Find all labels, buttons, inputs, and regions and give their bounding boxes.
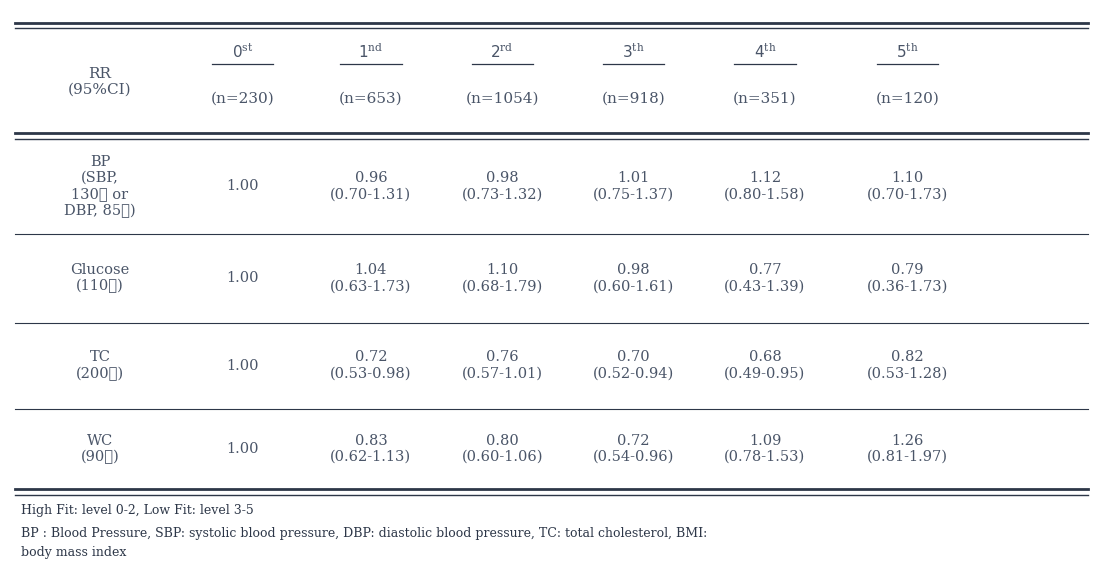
Text: 0.82
(0.53-1.28): 0.82 (0.53-1.28) <box>867 350 947 381</box>
Text: RR
(95%CI): RR (95%CI) <box>68 66 131 97</box>
Text: 0.68
(0.49-0.95): 0.68 (0.49-0.95) <box>725 350 805 381</box>
Text: 1.00: 1.00 <box>226 179 258 193</box>
Text: (n=230): (n=230) <box>211 92 275 106</box>
Text: 1.09
(0.78-1.53): 1.09 (0.78-1.53) <box>725 434 805 464</box>
Text: $2^{\mathdefault{rd}}$: $2^{\mathdefault{rd}}$ <box>491 42 514 61</box>
Text: (n=918): (n=918) <box>602 92 665 106</box>
Text: BP
(SBP,
130≧ or
DBP, 85≧): BP (SBP, 130≧ or DBP, 85≧) <box>64 155 136 218</box>
Text: 1.10
(0.70-1.73): 1.10 (0.70-1.73) <box>867 171 947 201</box>
Text: $1^{\mathdefault{nd}}$: $1^{\mathdefault{nd}}$ <box>358 42 384 61</box>
Text: $0^{\mathdefault{st}}$: $0^{\mathdefault{st}}$ <box>232 42 253 61</box>
Text: $5^{\mathdefault{th}}$: $5^{\mathdefault{th}}$ <box>896 42 919 61</box>
Text: 1.12
(0.80-1.58): 1.12 (0.80-1.58) <box>725 171 805 201</box>
Text: (n=653): (n=653) <box>339 92 403 106</box>
Text: 1.10
(0.68-1.79): 1.10 (0.68-1.79) <box>462 263 543 293</box>
Text: Glucose
(110≧): Glucose (110≧) <box>71 263 129 293</box>
Text: 1.01
(0.75-1.37): 1.01 (0.75-1.37) <box>593 171 674 201</box>
Text: 0.72
(0.53-0.98): 0.72 (0.53-0.98) <box>330 350 411 381</box>
Text: TC
(200≧): TC (200≧) <box>76 350 124 381</box>
Text: 0.98
(0.73-1.32): 0.98 (0.73-1.32) <box>462 171 543 201</box>
Text: 0.83
(0.62-1.13): 0.83 (0.62-1.13) <box>330 434 411 464</box>
Text: BP : Blood Pressure, SBP: systolic blood pressure, DBP: diastolic blood pressure: BP : Blood Pressure, SBP: systolic blood… <box>21 527 707 540</box>
Text: High Fit: level 0-2, Low Fit: level 3-5: High Fit: level 0-2, Low Fit: level 3-5 <box>21 503 254 517</box>
Text: 1.00: 1.00 <box>226 271 258 285</box>
Text: 0.70
(0.52-0.94): 0.70 (0.52-0.94) <box>593 350 674 381</box>
Text: 1.00: 1.00 <box>226 442 258 456</box>
Text: $4^{\mathdefault{th}}$: $4^{\mathdefault{th}}$ <box>753 42 777 61</box>
Text: (n=120): (n=120) <box>876 92 939 106</box>
Text: (n=351): (n=351) <box>733 92 796 106</box>
Text: $3^{\mathdefault{th}}$: $3^{\mathdefault{th}}$ <box>622 42 645 61</box>
Text: 0.96
(0.70-1.31): 0.96 (0.70-1.31) <box>330 171 411 201</box>
Text: WC
(90≧): WC (90≧) <box>81 434 119 464</box>
Text: 1.00: 1.00 <box>226 359 258 372</box>
Text: 1.04
(0.63-1.73): 1.04 (0.63-1.73) <box>330 263 411 293</box>
Text: 0.98
(0.60-1.61): 0.98 (0.60-1.61) <box>593 263 674 293</box>
Text: 0.76
(0.57-1.01): 0.76 (0.57-1.01) <box>462 350 543 381</box>
Text: 0.80
(0.60-1.06): 0.80 (0.60-1.06) <box>461 434 543 464</box>
Text: (n=1054): (n=1054) <box>465 92 539 106</box>
Text: 0.72
(0.54-0.96): 0.72 (0.54-0.96) <box>593 434 674 464</box>
Text: 0.79
(0.36-1.73): 0.79 (0.36-1.73) <box>867 263 947 293</box>
Text: 1.26
(0.81-1.97): 1.26 (0.81-1.97) <box>867 434 947 464</box>
Text: 0.77
(0.43-1.39): 0.77 (0.43-1.39) <box>725 263 805 293</box>
Text: body mass index: body mass index <box>21 545 126 559</box>
